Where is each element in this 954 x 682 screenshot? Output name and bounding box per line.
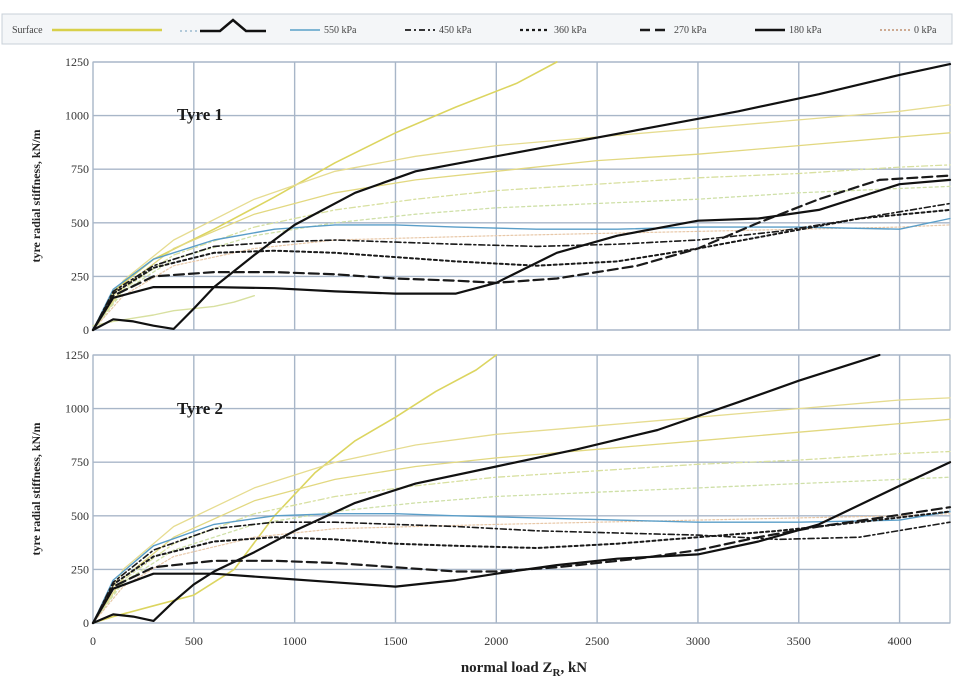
legend-label: 550 kPa [324,25,357,36]
series-line-9 [92,202,951,331]
x-tick-label: 4000 [888,634,912,648]
y-axis-label: tyre radial stiffness, kN/m [29,129,43,262]
y-tick-label: 1000 [65,402,89,416]
series-line-4 [92,476,951,624]
plot-area [92,354,951,624]
series-lines [91,61,952,332]
series-line-3 [92,450,951,624]
y-tick-label: 0 [83,323,89,337]
x-tick-label: 1500 [383,634,407,648]
x-axis-ticks: 0 500 1000 1500 2000 2500 3000 3500 4000 [90,634,912,648]
y-tick-label: 250 [71,269,89,283]
legend-item-3: 450 kPa [405,25,472,36]
series-line-6 [92,510,951,624]
series-line-5 [92,513,951,624]
x-tick-label: 0 [90,634,96,648]
x-tick-label: 1000 [283,634,307,648]
series-line-12 [91,178,952,332]
y-axis-label: tyre radial stiffness, kN/m [29,422,43,555]
x-tick-label: 2500 [585,634,609,648]
series-line-0 [92,61,558,331]
y-tick-label: 1000 [65,109,89,123]
legend-item-0: Surface [12,25,162,36]
legend-label: 180 kPa [789,25,822,36]
series-line-8 [92,521,951,624]
panel-title: Tyre 1 [177,105,223,124]
y-tick-label: 0 [83,616,89,630]
legend-item-2: 550 kPa [290,25,357,36]
legend-label: 360 kPa [554,25,587,36]
x-axis-label-unit: , kN [560,660,587,676]
series-line-7 [92,217,951,331]
chart-panel-tyre-1: 0 250 500 750 1000 1250 tyre radial stiffness,… [29,55,952,337]
y-tick-label: 1250 [65,55,89,69]
y-tick-label: 750 [71,455,89,469]
series-line-1 [92,104,951,331]
y-tick-label: 1250 [65,348,89,362]
series-line-2 [92,418,951,624]
legend-label: 270 kPa [674,25,707,36]
series-line-5 [92,224,951,331]
series-line-11 [91,461,952,625]
series-line-11 [91,174,952,332]
x-tick-label: 2000 [484,634,508,648]
series-line-0 [92,354,498,624]
series-line-8 [91,62,952,332]
series-line-3 [92,164,951,331]
legend-label: 450 kPa [439,25,472,36]
chart-panel-tyre-2: 0 250 500 750 1000 1250 tyre radial stiffness,… [29,348,952,630]
y-tick-label: 250 [71,562,89,576]
legend-item-5: 270 kPa [640,25,707,36]
series-lines [91,353,952,625]
legend-item-7: 0 kPa [880,25,937,36]
plot-area [92,61,951,331]
x-axis-label-sub: R [553,667,562,679]
legend-item-6: 180 kPa [755,25,822,36]
legend-label: Surface [12,25,43,36]
series-line-9 [92,510,951,624]
series-line-10 [92,208,951,331]
y-tick-label: 500 [71,509,89,523]
y-tick-label: 500 [71,216,89,230]
legend-item-4: 360 kPa [520,25,587,36]
panel-title: Tyre 2 [177,399,223,418]
x-tick-label: 3500 [787,634,811,648]
series-line-1 [92,397,951,624]
legend-item-1 [180,18,266,33]
series-line-7 [91,353,881,625]
x-tick-label: 3000 [686,634,710,648]
x-tick-label: 500 [185,634,203,648]
legend: Surface 550 kPa 450 kPa 360 kPa 270 kPa 180 k… [1,13,953,45]
legend-label: 0 kPa [914,25,937,36]
x-axis-label-main: normal load Z [461,660,553,676]
x-axis-label: normal load ZR, kN [461,660,587,679]
gridlines [92,354,950,624]
y-tick-label: 750 [71,162,89,176]
series-line-6 [92,295,255,327]
legend-peak-icon [200,18,266,33]
